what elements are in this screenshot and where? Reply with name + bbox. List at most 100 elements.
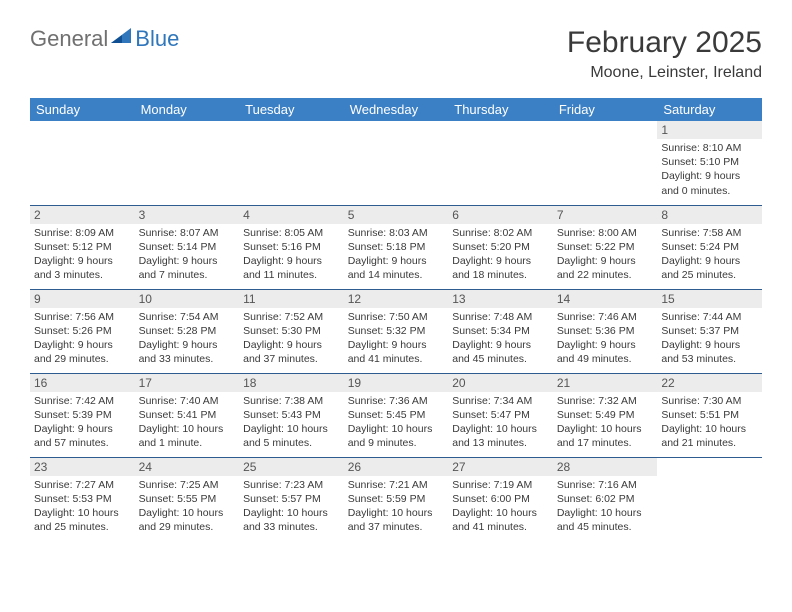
calendar-cell: 10 Sunrise: 7:54 AMSunset: 5:28 PMDayligh… <box>135 289 240 373</box>
day-number: 13 <box>448 290 553 308</box>
day-info: Sunrise: 7:32 AMSunset: 5:49 PMDaylight:… <box>557 394 654 451</box>
day-number: 22 <box>657 374 762 392</box>
calendar-cell: 27Sunrise: 7:19 AMSunset: 6:00 PMDayligh… <box>448 457 553 541</box>
calendar-cell <box>448 121 553 205</box>
day-number: 6 <box>448 206 553 224</box>
weekday-header: Wednesday <box>344 98 449 121</box>
day-number: 5 <box>344 206 449 224</box>
weekday-header: Sunday <box>30 98 135 121</box>
day-number: 15 <box>657 290 762 308</box>
day-number: 25 <box>239 458 344 476</box>
day-number: 18 <box>239 374 344 392</box>
day-info: Sunrise: 7:25 AMSunset: 5:55 PMDaylight:… <box>139 478 236 535</box>
day-number: 21 <box>553 374 658 392</box>
calendar-cell: 11 Sunrise: 7:52 AMSunset: 5:30 PMDayligh… <box>239 289 344 373</box>
day-info: Sunrise: 7:50 AMSunset: 5:32 PMDaylight:… <box>348 310 445 367</box>
day-number: 26 <box>344 458 449 476</box>
location-subtitle: Moone, Leinster, Ireland <box>567 64 762 82</box>
logo-sail-icon <box>111 26 133 49</box>
day-info: Sunrise: 7:44 AMSunset: 5:37 PMDaylight:… <box>661 310 758 367</box>
day-number: 20 <box>448 374 553 392</box>
calendar-wrap: SundayMondayTuesdayWednesdayThursdayFrid… <box>0 98 792 541</box>
day-info: Sunrise: 7:38 AMSunset: 5:43 PMDaylight:… <box>243 394 340 451</box>
calendar-week-row: 1 Sunrise: 8:10 AMSunset: 5:10 PMDaylight… <box>30 121 762 205</box>
calendar-cell <box>30 121 135 205</box>
calendar-cell: 7 Sunrise: 8:00 AMSunset: 5:22 PMDaylight… <box>553 205 658 289</box>
weekday-header: Monday <box>135 98 240 121</box>
calendar-week-row: 16 Sunrise: 7:42 AMSunset: 5:39 PMDayligh… <box>30 373 762 457</box>
calendar-week-row: 2Sunrise: 8:09 AMSunset: 5:12 PMDaylight… <box>30 205 762 289</box>
calendar-cell: 17 Sunrise: 7:40 AMSunset: 5:41 PMDayligh… <box>135 373 240 457</box>
weekday-header: Tuesday <box>239 98 344 121</box>
day-number: 23 <box>30 458 135 476</box>
day-info: Sunrise: 7:21 AMSunset: 5:59 PMDaylight:… <box>348 478 445 535</box>
calendar-cell <box>553 121 658 205</box>
calendar-cell: 9 Sunrise: 7:56 AMSunset: 5:26 PMDaylight… <box>30 289 135 373</box>
calendar-cell: 22 Sunrise: 7:30 AMSunset: 5:51 PMDayligh… <box>657 373 762 457</box>
calendar-cell: 3 Sunrise: 8:07 AMSunset: 5:14 PMDaylight… <box>135 205 240 289</box>
day-number: 19 <box>344 374 449 392</box>
day-info: Sunrise: 8:02 AMSunset: 5:20 PMDaylight:… <box>452 226 549 283</box>
calendar-cell: 5 Sunrise: 8:03 AMSunset: 5:18 PMDaylight… <box>344 205 449 289</box>
day-number: 1 <box>657 121 762 139</box>
calendar-cell: 19Sunrise: 7:36 AMSunset: 5:45 PMDayligh… <box>344 373 449 457</box>
calendar-cell: 14Sunrise: 7:46 AMSunset: 5:36 PMDayligh… <box>553 289 658 373</box>
calendar-cell <box>135 121 240 205</box>
day-info: Sunrise: 8:10 AMSunset: 5:10 PMDaylight:… <box>661 141 758 198</box>
day-info: Sunrise: 7:40 AMSunset: 5:41 PMDaylight:… <box>139 394 236 451</box>
day-number: 17 <box>135 374 240 392</box>
calendar-cell: 13 Sunrise: 7:48 AMSunset: 5:34 PMDayligh… <box>448 289 553 373</box>
day-info: Sunrise: 8:03 AMSunset: 5:18 PMDaylight:… <box>348 226 445 283</box>
calendar-week-row: 9 Sunrise: 7:56 AMSunset: 5:26 PMDaylight… <box>30 289 762 373</box>
weekday-header: Friday <box>553 98 658 121</box>
calendar-body: 1 Sunrise: 8:10 AMSunset: 5:10 PMDaylight… <box>30 121 762 541</box>
day-number: 2 <box>30 206 135 224</box>
day-info: Sunrise: 7:56 AMSunset: 5:26 PMDaylight:… <box>34 310 131 367</box>
day-number: 10 <box>135 290 240 308</box>
calendar-cell <box>344 121 449 205</box>
day-number: 28 <box>553 458 658 476</box>
day-info: Sunrise: 8:00 AMSunset: 5:22 PMDaylight:… <box>557 226 654 283</box>
day-info: Sunrise: 7:52 AMSunset: 5:30 PMDaylight:… <box>243 310 340 367</box>
day-number: 16 <box>30 374 135 392</box>
day-info: Sunrise: 7:23 AMSunset: 5:57 PMDaylight:… <box>243 478 340 535</box>
day-number: 24 <box>135 458 240 476</box>
logo: General Blue <box>30 26 179 52</box>
calendar-cell <box>657 457 762 541</box>
day-info: Sunrise: 7:16 AMSunset: 6:02 PMDaylight:… <box>557 478 654 535</box>
weekday-header: Saturday <box>657 98 762 121</box>
day-number: 3 <box>135 206 240 224</box>
day-number: 12 <box>344 290 449 308</box>
calendar-cell: 21 Sunrise: 7:32 AMSunset: 5:49 PMDayligh… <box>553 373 658 457</box>
calendar-cell <box>239 121 344 205</box>
day-info: Sunrise: 7:34 AMSunset: 5:47 PMDaylight:… <box>452 394 549 451</box>
calendar-cell: 8Sunrise: 7:58 AMSunset: 5:24 PMDaylight… <box>657 205 762 289</box>
calendar-cell: 15 Sunrise: 7:44 AMSunset: 5:37 PMDayligh… <box>657 289 762 373</box>
day-number: 9 <box>30 290 135 308</box>
calendar-cell: 12 Sunrise: 7:50 AMSunset: 5:32 PMDayligh… <box>344 289 449 373</box>
day-info: Sunrise: 7:58 AMSunset: 5:24 PMDaylight:… <box>661 226 758 283</box>
calendar-cell: 16 Sunrise: 7:42 AMSunset: 5:39 PMDayligh… <box>30 373 135 457</box>
calendar-cell: 6 Sunrise: 8:02 AMSunset: 5:20 PMDaylight… <box>448 205 553 289</box>
calendar-cell: 2Sunrise: 8:09 AMSunset: 5:12 PMDaylight… <box>30 205 135 289</box>
day-info: Sunrise: 7:54 AMSunset: 5:28 PMDaylight:… <box>139 310 236 367</box>
day-info: Sunrise: 7:30 AMSunset: 5:51 PMDaylight:… <box>661 394 758 451</box>
header: General Blue February 2025 Moone, Leinst… <box>0 0 792 92</box>
day-info: Sunrise: 7:27 AMSunset: 5:53 PMDaylight:… <box>34 478 131 535</box>
calendar-cell: 26 Sunrise: 7:21 AMSunset: 5:59 PMDayligh… <box>344 457 449 541</box>
calendar-cell: 4Sunrise: 8:05 AMSunset: 5:16 PMDaylight… <box>239 205 344 289</box>
day-info: Sunrise: 7:42 AMSunset: 5:39 PMDaylight:… <box>34 394 131 451</box>
day-number: 7 <box>553 206 658 224</box>
day-info: Sunrise: 8:07 AMSunset: 5:14 PMDaylight:… <box>139 226 236 283</box>
page-title: February 2025 <box>567 26 762 60</box>
calendar-week-row: 23 Sunrise: 7:27 AMSunset: 5:53 PMDayligh… <box>30 457 762 541</box>
day-number: 27 <box>448 458 553 476</box>
day-info: Sunrise: 7:48 AMSunset: 5:34 PMDaylight:… <box>452 310 549 367</box>
logo-text-blue: Blue <box>135 26 179 52</box>
calendar-cell: 18 Sunrise: 7:38 AMSunset: 5:43 PMDayligh… <box>239 373 344 457</box>
calendar-cell: 1 Sunrise: 8:10 AMSunset: 5:10 PMDaylight… <box>657 121 762 205</box>
title-block: February 2025 Moone, Leinster, Ireland <box>567 26 762 82</box>
day-number: 4 <box>239 206 344 224</box>
day-number: 11 <box>239 290 344 308</box>
calendar-cell: 25 Sunrise: 7:23 AMSunset: 5:57 PMDayligh… <box>239 457 344 541</box>
